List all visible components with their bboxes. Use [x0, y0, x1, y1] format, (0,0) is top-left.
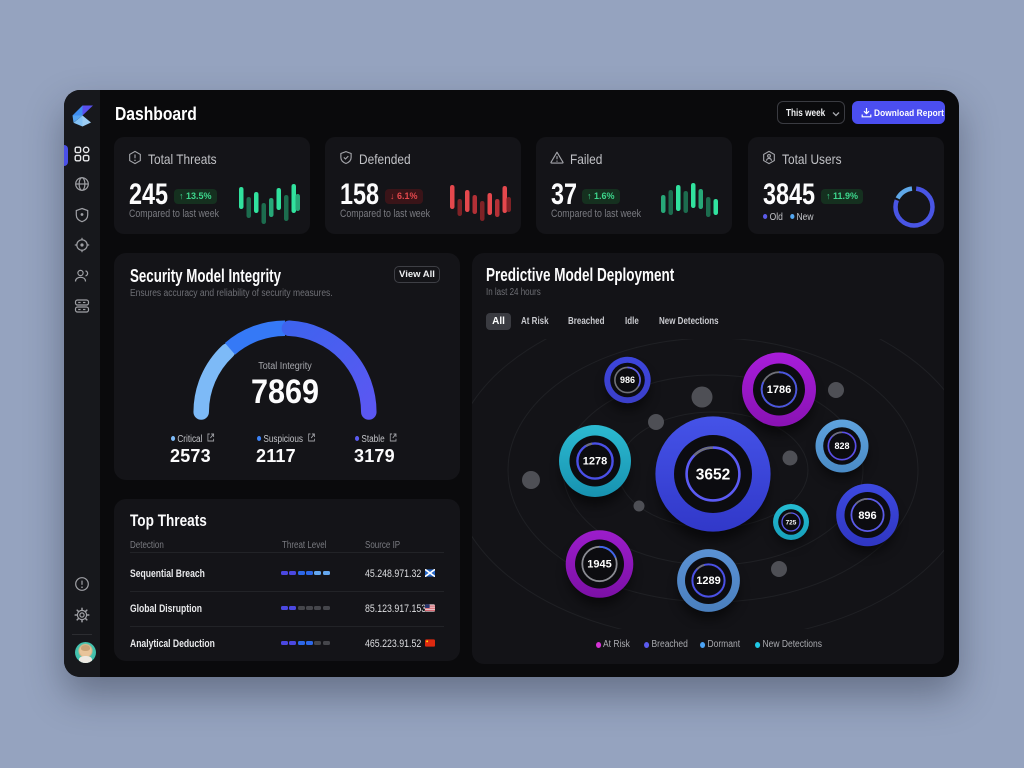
svg-text:1945: 1945 — [587, 559, 611, 571]
svg-text:1786: 1786 — [767, 384, 791, 396]
svg-text:828: 828 — [834, 441, 849, 451]
svg-text:986: 986 — [620, 375, 635, 385]
svg-text:1289: 1289 — [696, 575, 720, 587]
svg-text:896: 896 — [858, 510, 876, 522]
svg-text:1278: 1278 — [583, 456, 607, 468]
svg-text:725: 725 — [786, 520, 797, 527]
svg-text:3652: 3652 — [696, 467, 730, 484]
